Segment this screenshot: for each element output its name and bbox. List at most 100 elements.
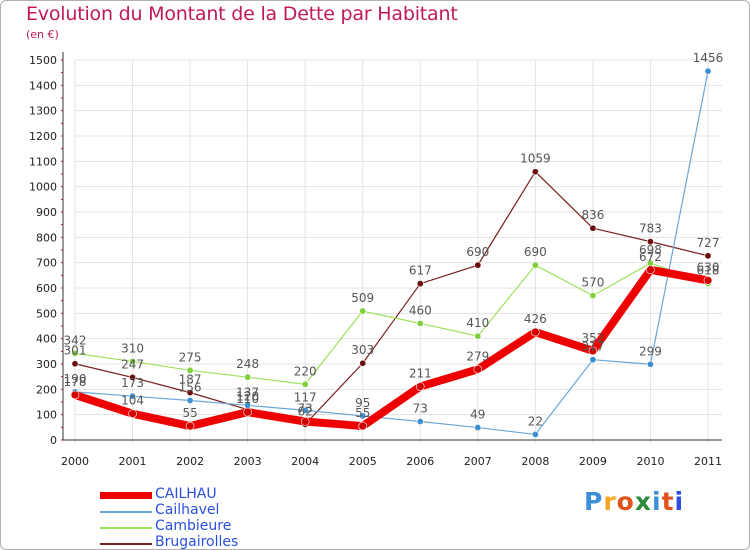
data-label: 342 (64, 333, 87, 347)
data-label: 426 (524, 312, 547, 326)
data-label: 727 (697, 236, 720, 250)
logo-letter: i (674, 487, 685, 516)
data-point (474, 424, 482, 432)
data-point (70, 390, 80, 400)
data-label: 104 (121, 394, 144, 408)
data-point (704, 252, 712, 260)
y-tick-label: 400 (36, 333, 57, 346)
y-tick-label: 700 (36, 257, 57, 270)
x-tick-label: 2003 (234, 455, 262, 468)
data-point (416, 319, 424, 327)
y-tick-label: 500 (36, 307, 57, 320)
data-point (646, 360, 654, 368)
data-point (359, 412, 367, 420)
data-point (531, 261, 539, 269)
data-point (703, 276, 713, 285)
legend-swatch (100, 492, 152, 499)
proxiti-logo: Proxiti (584, 487, 684, 516)
legend-label: Cailhavel (155, 502, 220, 518)
data-label: 317 (581, 340, 604, 354)
legend-label: Cambieure (155, 518, 232, 534)
data-label: 137 (236, 385, 259, 399)
y-tick-label: 800 (36, 231, 57, 244)
data-point (301, 406, 309, 414)
series-line (71, 265, 712, 431)
data-point (186, 366, 194, 374)
x-tick-label: 2000 (61, 455, 89, 468)
y-tick-label: 1400 (29, 79, 57, 92)
data-point (589, 356, 597, 364)
data-point (474, 261, 482, 269)
data-point (359, 307, 367, 315)
x-tick-label: 2006 (406, 455, 434, 468)
y-tick-label: 200 (36, 383, 57, 396)
data-label: 783 (639, 222, 662, 236)
data-point (588, 346, 598, 356)
y-tick-label: 1000 (29, 181, 57, 194)
x-tick-label: 2009 (579, 455, 607, 468)
data-point (416, 280, 424, 288)
data-label: 299 (639, 344, 662, 358)
y-tick-label: 900 (36, 206, 57, 219)
data-point (71, 360, 79, 368)
data-label: 618 (697, 263, 720, 277)
data-point (129, 373, 137, 381)
legend-swatch (100, 511, 152, 513)
data-label: 275 (179, 350, 202, 364)
data-label: 410 (466, 316, 489, 330)
data-label: 248 (236, 357, 259, 371)
x-tick-label: 2004 (291, 455, 319, 468)
legend-label: Brugairolles (155, 534, 239, 550)
x-tick-label: 2010 (636, 455, 664, 468)
data-label: 303 (351, 343, 374, 357)
data-point (646, 238, 654, 246)
data-point (129, 392, 137, 400)
series-lines (70, 67, 713, 438)
data-point (185, 421, 195, 431)
data-label: 178 (64, 375, 87, 389)
x-tick-label: 2002 (176, 455, 204, 468)
data-label: 1059 (520, 152, 551, 166)
data-label: 301 (64, 344, 87, 358)
data-point (589, 224, 597, 232)
logo-letter: P (584, 487, 604, 516)
data-point (300, 417, 310, 426)
data-point (704, 67, 712, 75)
data-point (244, 373, 252, 381)
data-label: 73 (298, 402, 313, 416)
data-label: 117 (294, 390, 317, 404)
legend-swatch (100, 543, 152, 545)
data-point (416, 418, 424, 426)
data-label: 211 (409, 367, 432, 381)
data-point (474, 332, 482, 340)
data-label: 509 (351, 291, 374, 305)
x-tick-label: 2007 (464, 455, 492, 468)
data-point (531, 430, 539, 438)
data-point (129, 357, 137, 365)
data-label: 1456 (693, 51, 724, 65)
data-label: 352 (581, 331, 604, 345)
x-tick-label: 2005 (349, 455, 377, 468)
x-tick-label: 2011 (694, 455, 722, 468)
data-label: 698 (639, 243, 662, 257)
y-tick-label: 300 (36, 358, 57, 371)
data-point (301, 380, 309, 388)
logo-letter: r (603, 487, 617, 516)
data-point (415, 382, 425, 391)
series-line (74, 70, 709, 436)
data-label: 690 (466, 245, 489, 259)
data-label: 836 (581, 208, 604, 222)
logo-letter: o (616, 487, 635, 516)
data-label: 672 (639, 250, 662, 264)
data-point (359, 359, 367, 367)
y-tick-label: 1500 (29, 54, 57, 67)
data-point (128, 409, 137, 418)
data-label: 73 (413, 402, 428, 416)
data-label: 173 (121, 376, 144, 390)
data-label: 190 (64, 372, 87, 386)
data-label: 460 (409, 303, 432, 317)
logo-letter: t (661, 487, 675, 516)
data-label: 310 (121, 341, 144, 355)
data-label: 120 (236, 390, 259, 404)
